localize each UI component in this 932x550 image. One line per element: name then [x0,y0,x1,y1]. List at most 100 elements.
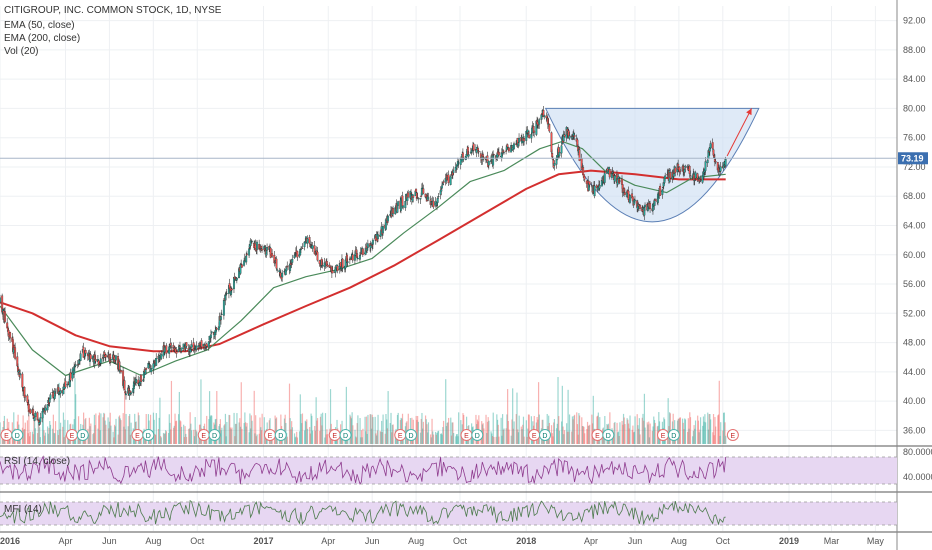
volume-bar [707,429,710,444]
dividend-marker[interactable]: D [339,429,352,441]
earnings-marker[interactable]: E [65,429,78,441]
dividend-marker[interactable]: D [274,429,287,441]
price-tick-label: 44.00 [903,367,926,377]
earnings-marker[interactable]: E [328,429,341,441]
volume-bar [506,414,508,444]
candle-body [548,124,551,132]
candle-body [623,192,626,195]
dividend-marker[interactable]: D [208,429,221,441]
earnings-marker[interactable]: E [528,429,541,441]
volume-bar [486,421,489,444]
marker-label: D [146,433,151,440]
legend-mfi[interactable]: MFI (14) [4,504,42,515]
dividend-marker[interactable]: D [11,429,24,441]
volume-bar [165,431,167,444]
legend-ema200[interactable]: EMA (200, close) [4,33,81,44]
volume-bar [440,433,443,444]
volume-bar [562,426,564,444]
dividend-marker[interactable]: D [538,429,551,441]
dividend-marker[interactable]: D [667,429,680,441]
volume-bar [445,426,448,444]
dividend-marker[interactable]: D [471,429,484,441]
ema200-line [0,169,726,353]
volume-bar [445,379,447,444]
volume-bar [190,430,193,444]
volume-bar [59,422,62,444]
candle-body [712,149,715,156]
volume-bar [516,392,518,444]
volume-bar [638,428,640,444]
candle-body [209,334,212,339]
candle-body [286,266,289,268]
volume-bar [284,414,286,444]
volume-bar [137,412,139,444]
volume-bar [154,433,156,444]
candle-body [321,265,324,267]
earnings-marker[interactable]: E [131,429,144,441]
volume-bar [553,422,555,444]
earnings-marker[interactable]: E [460,429,473,441]
volume-bar [248,432,250,444]
candle-body [356,258,359,260]
candle-body [452,170,455,174]
volume-bar [310,413,312,444]
volume-bar [627,419,629,444]
volume-bar [314,425,316,444]
volume-bar [426,424,428,444]
volume-bar [485,414,487,444]
dividend-marker[interactable]: D [405,429,418,441]
volume-bar [77,434,79,444]
price-tick-label: 84.00 [903,74,926,84]
earnings-marker[interactable]: E [263,429,276,441]
candle-body [301,248,304,249]
candle-body [558,152,561,157]
volume-bar [702,425,704,444]
volume-bar [649,423,651,444]
volume-bar [351,412,353,444]
volume-bar [228,414,230,444]
candle-body [366,243,369,248]
candle-body [281,272,284,278]
earnings-marker[interactable]: E [591,429,604,441]
candle-body [543,115,546,117]
volume-bar [577,434,579,444]
earnings-marker[interactable]: E [197,429,210,441]
volume-bar [719,435,721,444]
volume-bar [510,435,512,444]
dividend-marker[interactable]: D [76,429,89,441]
volume-bar [88,435,90,444]
volume-bar [108,428,110,444]
volume-bar [129,434,132,444]
price-axis[interactable]: 36.00 40.00 44.00 48.00 52.00 56.00 60.00 64.00… [903,16,932,482]
volume-bar [572,419,574,444]
candle-body [195,345,198,350]
volume-bar [512,388,514,444]
price-tick-label: 88.00 [903,45,926,55]
earnings-marker[interactable]: E [657,429,670,441]
earnings-marker[interactable]: E [394,429,407,441]
legend-ema50[interactable]: EMA (50, close) [4,20,75,31]
volume-bar [185,433,187,444]
volume-bar [622,413,625,444]
volume-bar [97,428,99,444]
volume-bar [230,429,232,444]
candle-body [621,178,623,185]
volume-bar [195,429,197,444]
legend-volume[interactable]: Vol (20) [4,46,39,57]
volume-bar [224,413,227,444]
time-axis[interactable]: 2016 Apr Jun Aug Oct 2017 Apr Jun Aug Oct 2018 Apr J… [0,536,884,546]
volume-bar [689,417,692,444]
earnings-marker[interactable]: E [0,429,13,441]
volume-bar [174,413,176,444]
volume-bar [236,413,238,444]
earnings-marker[interactable]: E [726,429,739,441]
volume-bar [63,437,65,444]
volume-bar [658,412,660,444]
marker-label: E [731,433,736,440]
legend-rsi[interactable]: RSI (14, close) [4,456,71,467]
dividend-marker[interactable]: D [142,429,155,441]
dividend-marker[interactable]: D [602,429,615,441]
volume-bar [263,417,265,444]
